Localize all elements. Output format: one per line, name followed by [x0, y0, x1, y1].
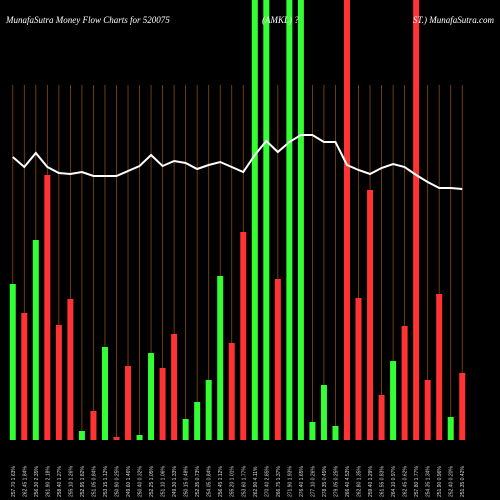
x-tick-label: 251.10 1.06%	[161, 466, 167, 497]
bar	[436, 294, 443, 440]
bar	[159, 368, 166, 440]
bar	[459, 373, 466, 440]
x-tick-label: 253.60 1.77%	[241, 466, 247, 497]
x-tick-label: 277.10 0.26%	[310, 466, 316, 497]
bar	[148, 353, 155, 440]
bar	[90, 411, 97, 440]
x-tick-label: 262.80 1.35%	[357, 466, 363, 497]
x-tick-label: 250.40 0.32%	[138, 466, 144, 497]
bar	[355, 298, 362, 440]
x-tick-label: 271.90 1.93%	[287, 466, 293, 497]
x-tick-label: 257.80 1.77%	[414, 466, 420, 497]
x-tick-label: 249.30 1.33%	[172, 466, 178, 497]
x-tick-label: 256.30 2.35%	[34, 466, 40, 497]
x-tick-label: 279.05 0.25%	[333, 466, 339, 497]
x-tick-label: 253.15 1.12%	[103, 466, 109, 497]
bar	[182, 419, 189, 440]
x-tick-label: 251.90 0.96%	[437, 466, 443, 497]
bar	[171, 334, 178, 440]
bar	[413, 0, 420, 440]
bar	[309, 422, 316, 440]
bar	[240, 232, 247, 440]
bar	[136, 435, 143, 440]
x-tick-label: 251.05 0.84%	[91, 466, 97, 497]
x-tick-label: 258.40 1.27%	[57, 466, 63, 497]
x-tick-label: 262.45 1.84%	[22, 466, 28, 497]
bar	[263, 0, 270, 440]
x-tick-label: 252.35 0.73%	[195, 466, 201, 497]
x-tick-label: 250.15 0.48%	[184, 466, 190, 497]
bar	[378, 395, 385, 440]
bar	[55, 325, 62, 440]
bar	[101, 347, 108, 440]
x-tick-label: 256.45 1.12%	[218, 466, 224, 497]
bar	[9, 284, 16, 440]
plot	[9, 0, 466, 440]
bar	[297, 0, 304, 440]
x-tick-label: 262.45 0.62%	[403, 466, 409, 497]
bar	[228, 343, 235, 440]
bar	[205, 380, 212, 440]
bar	[44, 175, 51, 440]
x-tick-label: 257.70 1.63%	[11, 466, 17, 497]
x-tick-label: 266.40 4.53%	[345, 466, 351, 497]
x-tick-label: 254.05 0.84%	[207, 466, 213, 497]
bar	[21, 313, 28, 440]
x-tick-label: 262.90 4.11%	[253, 466, 259, 497]
x-tick-label: 255.10 1.26%	[68, 466, 74, 497]
bar	[343, 0, 350, 440]
x-tick-label: 251.35 0.42%	[460, 466, 466, 497]
x-tick-label: 266.75 1.37%	[276, 466, 282, 497]
x-tick-label: 270.40 2.85%	[264, 466, 270, 497]
bar	[194, 402, 201, 440]
bar	[251, 0, 258, 440]
x-tick-label: 261.55 0.83%	[380, 466, 386, 497]
bar	[332, 426, 339, 440]
x-tick-label: 252.25 1.05%	[149, 466, 155, 497]
chart-title: MunafaSutra Money Flow Charts for 520075	[5, 15, 170, 25]
bar	[125, 366, 132, 440]
chart-subtitle: (AMKL) ?	[262, 15, 299, 25]
bar	[320, 385, 327, 440]
bar	[113, 437, 120, 440]
x-tick-label: 249.60 1.46%	[126, 466, 132, 497]
x-tick-label: 261.90 2.18%	[45, 466, 51, 497]
bar	[447, 417, 454, 440]
x-tick-label: 254.35 1.34%	[426, 466, 432, 497]
x-tick-label: 252.40 0.20%	[449, 466, 455, 497]
bar	[390, 361, 397, 440]
bar	[217, 276, 224, 440]
bar	[401, 326, 408, 440]
bar	[32, 240, 39, 440]
money-flow-line	[12, 134, 463, 190]
x-tick-label: 259.40 1.29%	[368, 466, 374, 497]
source: ST.) MunafaSutra.com	[413, 15, 495, 25]
bar	[286, 0, 293, 440]
bar	[367, 190, 374, 440]
x-tick-label: 264.10 0.97%	[391, 466, 397, 497]
x-tick-label: 255.20 1.01%	[230, 466, 236, 497]
x-tick-label: 250.90 0.25%	[114, 466, 120, 497]
bar	[78, 431, 85, 440]
x-tick-label: 276.40 1.65%	[299, 466, 305, 497]
bar	[274, 279, 281, 440]
x-tick-label: 278.35 0.45%	[322, 466, 328, 497]
x-tick-label: 252.95 1.82%	[80, 466, 86, 497]
bar	[67, 299, 74, 440]
bar	[424, 380, 431, 440]
